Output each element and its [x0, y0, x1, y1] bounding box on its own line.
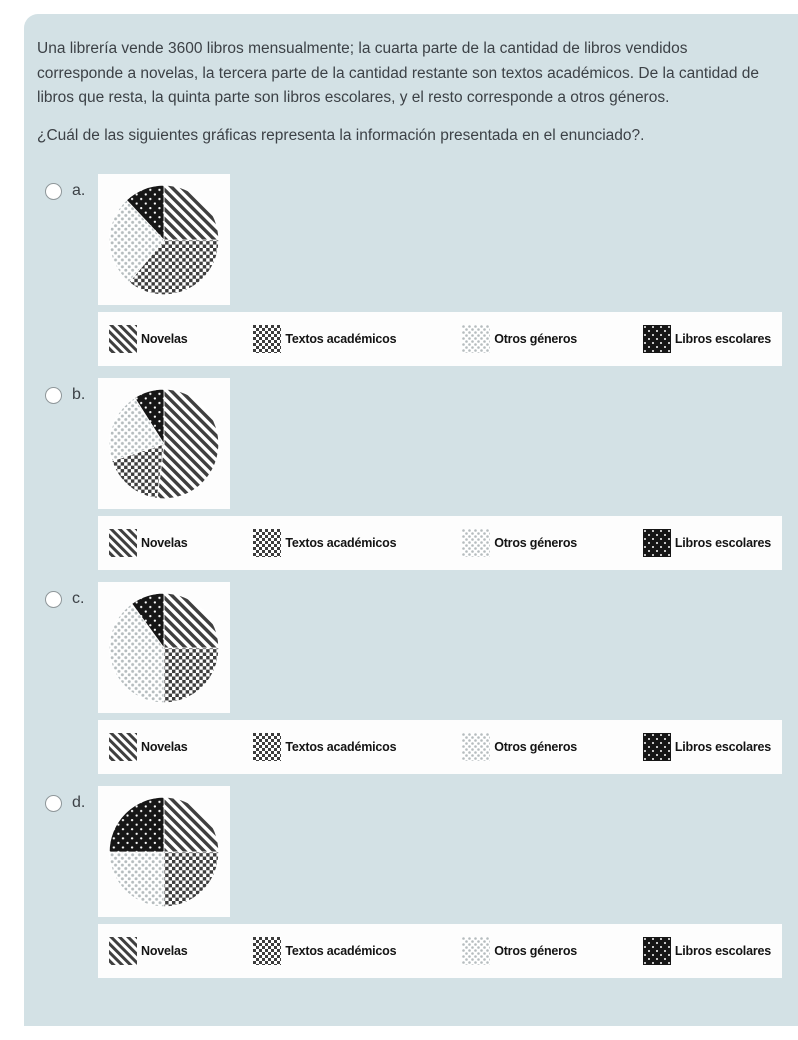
question-prompt: ¿Cuál de las siguientes gráficas represe…: [37, 126, 645, 144]
legend-item-libros-escolares: Libros escolares: [642, 529, 771, 557]
legend-label: Novelas: [141, 944, 188, 958]
pie-slice-otros-generos: [108, 199, 165, 283]
option-a-radio[interactable]: [45, 182, 62, 200]
pie-chart-c: [108, 592, 220, 703]
option-b: b. Novelas Textos académicos: [37, 378, 782, 570]
legend-item-libros-escolares: Libros escolares: [642, 937, 771, 965]
otros-generos-pattern-icon: [462, 733, 491, 761]
pie-chart-d: [108, 796, 220, 907]
libros-escolares-pattern-icon: [642, 937, 671, 965]
option-c-radio[interactable]: [45, 590, 62, 608]
pie-slice-novelas: [156, 388, 220, 499]
legend-item-novelas: Novelas: [109, 325, 188, 353]
answer-options: a. Novelas Textos académicos: [37, 174, 782, 978]
legend-label: Libros escolares: [674, 536, 771, 550]
pie-slice-libros-escolares: [134, 388, 165, 445]
pie-chart-b: [108, 388, 220, 499]
option-d-head: d.: [45, 794, 85, 812]
pie-slice-novelas: [163, 796, 220, 852]
legend-label: Textos académicos: [285, 536, 397, 550]
libros-escolares-pattern-icon: [642, 733, 671, 761]
textos-academicos-pattern-icon: [253, 529, 282, 557]
option-d-pie-image: [98, 786, 230, 917]
legend-item-textos-academicos: Textos académicos: [253, 733, 397, 761]
pie-slice-otros-generos: [108, 396, 165, 461]
legend-label: Otros géneros: [494, 944, 578, 958]
option-d-legend: Novelas Textos académicos Otros géneros …: [98, 924, 782, 978]
libros-escolares-pattern-icon: [642, 325, 671, 353]
novelas-pattern-icon: [109, 529, 137, 557]
legend-item-novelas: Novelas: [109, 529, 188, 557]
textos-academicos-pattern-icon: [253, 937, 282, 965]
legend-label: Textos académicos: [285, 332, 397, 346]
pie-slice-novelas: [163, 184, 220, 240]
option-d-radio[interactable]: [45, 794, 62, 812]
otros-generos-pattern-icon: [462, 325, 491, 353]
pie-slice-libros-escolares: [131, 592, 165, 649]
option-a: a. Novelas Textos académicos: [37, 174, 782, 366]
legend-label: Novelas: [141, 332, 188, 346]
option-b-label[interactable]: b.: [72, 386, 86, 403]
pie-slice-otros-generos: [108, 851, 165, 907]
question-block: Una librería vende 3600 libros mensualme…: [37, 37, 782, 148]
option-a-pie-image: [98, 174, 230, 305]
legend-label: Textos académicos: [285, 740, 397, 754]
legend-item-textos-academicos: Textos académicos: [253, 529, 397, 557]
legend-item-otros-generos: Otros géneros: [462, 733, 577, 761]
legend-item-libros-escolares: Libros escolares: [642, 733, 771, 761]
textos-academicos-pattern-icon: [253, 733, 282, 761]
legend-label: Textos académicos: [285, 944, 397, 958]
pie-slice-textos-academicos: [163, 647, 220, 703]
legend-item-textos-academicos: Textos académicos: [253, 325, 397, 353]
option-b-legend: Novelas Textos académicos Otros géneros …: [98, 516, 782, 570]
legend-label: Otros géneros: [494, 740, 578, 754]
option-c-pie-image: [98, 582, 230, 713]
legend-item-libros-escolares: Libros escolares: [642, 325, 771, 353]
legend-item-otros-generos: Otros géneros: [462, 529, 577, 557]
option-d-label[interactable]: d.: [72, 794, 86, 811]
novelas-pattern-icon: [109, 937, 137, 965]
option-c-head: c.: [45, 590, 84, 608]
option-a-head: a.: [45, 182, 85, 200]
pie-slice-otros-generos: [108, 602, 165, 703]
legend-label: Otros géneros: [494, 332, 578, 346]
question-card: Una librería vende 3600 libros mensualme…: [24, 14, 798, 1026]
novelas-pattern-icon: [109, 733, 137, 761]
legend-label: Novelas: [141, 536, 188, 550]
option-b-radio[interactable]: [45, 386, 62, 404]
pie-slice-libros-escolares: [108, 796, 165, 852]
libros-escolares-pattern-icon: [642, 529, 671, 557]
option-c: c. Novelas Textos académicos: [37, 582, 782, 774]
novelas-pattern-icon: [109, 325, 137, 353]
pie-slice-textos-academicos: [163, 851, 220, 907]
option-d: d. Novelas Textos académicos: [37, 786, 782, 978]
otros-generos-pattern-icon: [462, 937, 491, 965]
pie-slice-textos-academicos: [111, 442, 165, 499]
pie-chart-a: [108, 184, 220, 295]
question-text: Una librería vende 3600 libros mensualme…: [37, 40, 760, 106]
legend-label: Novelas: [141, 740, 188, 754]
option-b-head: b.: [45, 386, 85, 404]
textos-academicos-pattern-icon: [253, 325, 282, 353]
legend-label: Libros escolares: [674, 944, 771, 958]
legend-item-novelas: Novelas: [109, 937, 188, 965]
legend-item-otros-generos: Otros géneros: [462, 937, 577, 965]
legend-item-novelas: Novelas: [109, 733, 188, 761]
pie-slice-novelas: [163, 592, 220, 648]
option-a-legend: Novelas Textos académicos Otros géneros …: [98, 312, 782, 366]
option-a-label[interactable]: a.: [72, 182, 86, 199]
legend-item-textos-academicos: Textos académicos: [253, 937, 397, 965]
option-b-pie-image: [98, 378, 230, 509]
legend-label: Otros géneros: [494, 536, 578, 550]
legend-label: Libros escolares: [674, 332, 771, 346]
option-c-legend: Novelas Textos académicos Otros géneros …: [98, 720, 782, 774]
pie-slice-textos-academicos: [128, 239, 220, 295]
option-c-label[interactable]: c.: [72, 590, 85, 607]
legend-label: Libros escolares: [674, 740, 771, 754]
otros-generos-pattern-icon: [462, 529, 491, 557]
pie-slice-libros-escolares: [125, 184, 165, 241]
legend-item-otros-generos: Otros géneros: [462, 325, 577, 353]
